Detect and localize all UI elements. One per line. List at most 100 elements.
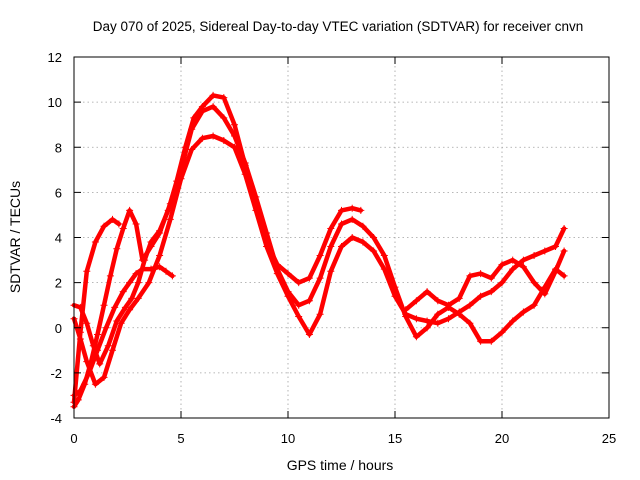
data-point: [198, 107, 206, 115]
data-point: [166, 215, 174, 223]
data-point: [121, 303, 129, 311]
data-point: [370, 247, 378, 255]
data-point: [117, 319, 125, 327]
data-point: [209, 91, 217, 99]
series-layer: [70, 91, 568, 411]
data-point: [530, 279, 538, 287]
data-point: [445, 301, 452, 309]
data-point: [552, 267, 559, 275]
data-point: [109, 346, 116, 354]
chart-title: Day 070 of 2025, Sidereal Day-to-day VTE…: [93, 19, 583, 34]
data-point: [91, 238, 99, 246]
ticks: [73, 56, 610, 419]
data-point: [316, 310, 324, 318]
data-point: [412, 315, 420, 323]
data-point: [498, 261, 506, 269]
data-point: [284, 288, 292, 296]
data-point: [76, 328, 84, 336]
y-tick-label: 6: [55, 185, 62, 200]
data-point: [530, 252, 538, 259]
data-point: [391, 283, 399, 291]
x-tick-label: 15: [388, 431, 402, 446]
series-track-4: [70, 103, 568, 411]
data-point: [412, 297, 420, 305]
data-point: [487, 288, 495, 296]
data-point: [145, 279, 153, 287]
data-point: [231, 121, 238, 129]
data-point: [316, 274, 324, 282]
x-tick-label: 0: [70, 431, 77, 446]
data-point: [295, 301, 303, 309]
data-point: [113, 245, 121, 253]
data-point: [359, 222, 367, 230]
data-point: [209, 132, 217, 140]
x-tick-label: 25: [602, 431, 616, 446]
data-point: [168, 272, 176, 280]
data-point: [466, 301, 474, 309]
data-point: [445, 315, 452, 323]
data-point: [530, 301, 538, 309]
data-point: [252, 193, 260, 201]
data-point: [412, 333, 420, 341]
data-point: [102, 324, 110, 332]
data-point: [220, 137, 228, 144]
data-point: [295, 313, 303, 320]
data-point: [423, 288, 431, 296]
data-point: [188, 125, 196, 133]
data-point: [220, 114, 228, 122]
data-point: [147, 265, 155, 273]
data-point: [134, 294, 142, 302]
x-axis-label: GPS time / hours: [287, 457, 394, 473]
data-point: [305, 274, 313, 282]
grid: [74, 57, 609, 418]
data-point: [423, 317, 431, 325]
data-point: [198, 134, 206, 142]
data-point: [327, 243, 335, 250]
data-point: [100, 301, 108, 309]
data-point: [560, 272, 568, 280]
data-point: [423, 324, 431, 332]
data-point: [560, 225, 568, 232]
data-point: [402, 306, 410, 314]
data-point: [83, 267, 91, 275]
x-tick-label: 20: [495, 431, 509, 446]
data-point: [348, 234, 356, 241]
x-tick-label: 5: [177, 431, 184, 446]
data-point: [498, 328, 506, 336]
data-point: [509, 265, 517, 273]
data-point: [466, 319, 474, 327]
data-point: [487, 337, 495, 345]
data-point: [134, 279, 142, 287]
data-point: [519, 263, 527, 271]
series-track-5: [70, 215, 123, 406]
data-point: [305, 331, 313, 338]
data-point: [509, 317, 517, 325]
series-trace: [403, 248, 567, 312]
data-point: [139, 256, 146, 264]
data-point: [519, 308, 527, 316]
data-point: [477, 292, 485, 300]
data-point: [115, 220, 123, 228]
data-point: [139, 265, 146, 273]
data-point: [100, 373, 108, 381]
y-tick-label: 8: [55, 140, 62, 155]
data-point: [147, 243, 155, 250]
data-point: [132, 220, 140, 228]
data-point: [284, 270, 292, 278]
y-tick-label: 4: [55, 231, 62, 246]
data-point: [91, 380, 99, 388]
data-point: [106, 272, 114, 280]
data-point: [209, 103, 217, 111]
data-point: [126, 206, 134, 214]
data-point: [327, 225, 335, 232]
data-point: [316, 252, 324, 259]
x-tick-labels: 0 5 10 15 20 25: [70, 431, 616, 446]
data-point: [434, 297, 442, 305]
data-point: [132, 270, 140, 278]
data-point: [509, 256, 517, 264]
data-point: [188, 146, 196, 153]
y-tick-label: -2: [50, 366, 62, 381]
data-point: [541, 247, 549, 255]
data-point: [487, 274, 495, 282]
